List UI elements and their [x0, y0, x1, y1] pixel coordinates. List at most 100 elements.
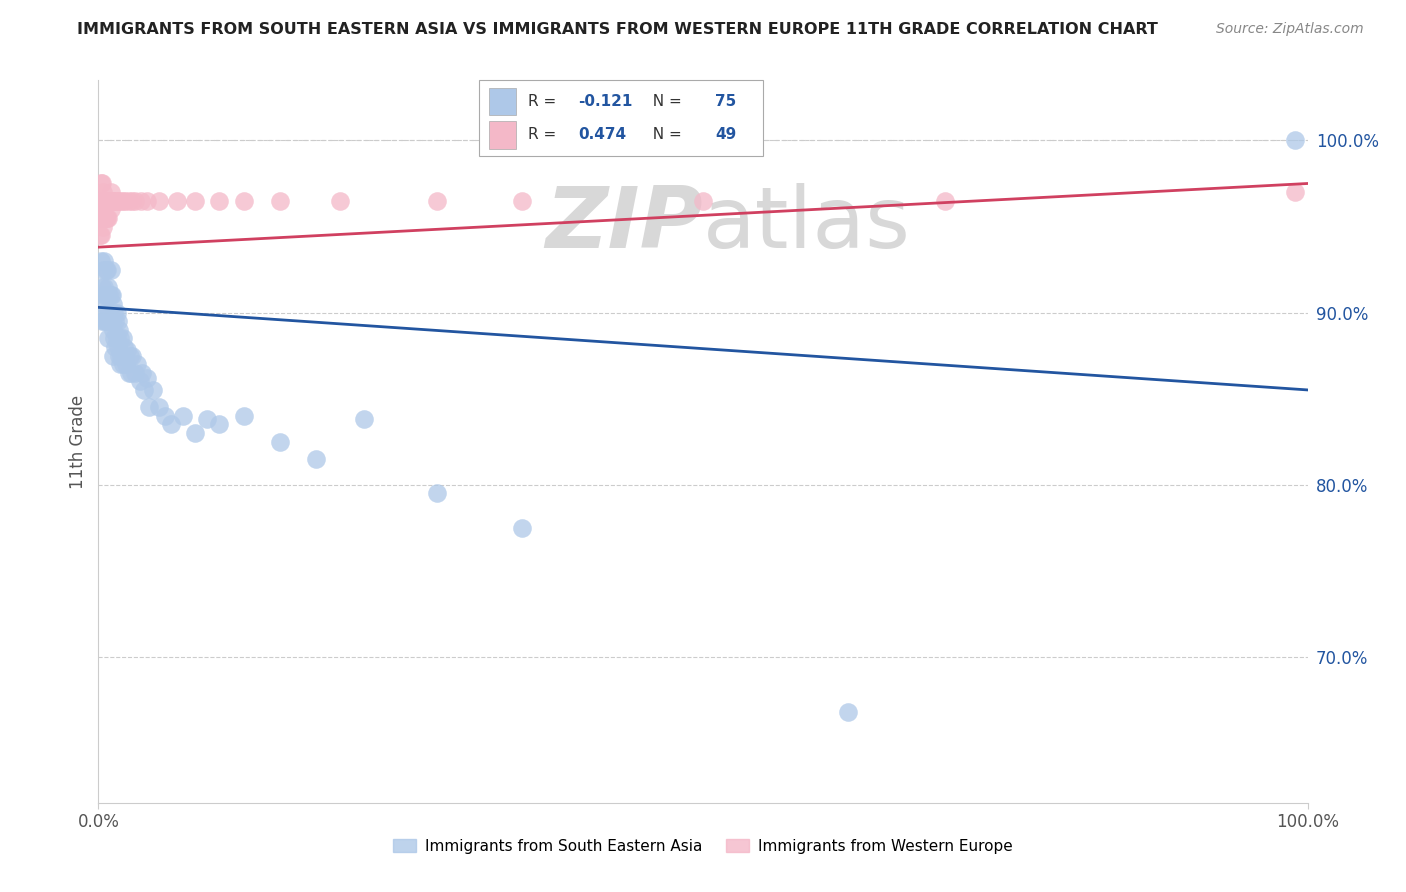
Point: [118, 349, 141, 363]
Point: [135, 194, 157, 208]
Point: [91, 177, 114, 191]
Point: [91, 202, 114, 217]
Point: [93, 279, 115, 293]
Text: -0.121: -0.121: [578, 94, 633, 109]
Point: [105, 305, 128, 319]
Point: [426, 194, 449, 208]
Point: [105, 194, 128, 208]
Point: [100, 314, 122, 328]
Point: [94, 262, 117, 277]
Point: [103, 331, 125, 345]
Point: [93, 211, 115, 225]
Point: [105, 331, 128, 345]
Point: [837, 705, 859, 719]
Point: [118, 194, 141, 208]
Point: [108, 194, 131, 208]
Point: [97, 305, 120, 319]
Point: [118, 366, 141, 380]
Point: [96, 288, 118, 302]
Point: [93, 297, 115, 311]
Point: [117, 343, 139, 358]
Point: [98, 194, 121, 208]
Point: [127, 357, 149, 371]
Point: [101, 323, 124, 337]
Point: [96, 211, 118, 225]
Point: [142, 383, 165, 397]
Point: [91, 219, 114, 234]
Point: [90, 228, 112, 243]
Point: [89, 211, 111, 225]
Text: N =: N =: [643, 128, 686, 143]
Point: [91, 211, 114, 225]
Point: [90, 253, 112, 268]
Point: [103, 194, 125, 208]
Point: [97, 279, 120, 293]
Text: 49: 49: [716, 128, 737, 143]
Point: [124, 194, 146, 208]
Point: [97, 331, 120, 345]
Point: [120, 366, 142, 380]
Point: [94, 314, 117, 328]
Point: [100, 314, 122, 328]
Point: [153, 409, 176, 423]
Point: [108, 323, 131, 337]
Point: [269, 434, 291, 449]
Point: [100, 288, 122, 302]
Point: [510, 194, 533, 208]
Point: [100, 185, 122, 199]
Point: [208, 194, 231, 208]
Point: [90, 211, 112, 225]
Point: [94, 211, 117, 225]
Point: [103, 305, 125, 319]
Point: [89, 194, 111, 208]
Point: [172, 409, 194, 423]
Text: atlas: atlas: [703, 183, 911, 267]
Point: [160, 417, 183, 432]
Point: [101, 349, 124, 363]
Point: [134, 383, 156, 397]
Point: [184, 194, 207, 208]
Point: [108, 357, 131, 371]
Point: [128, 375, 150, 389]
Point: [93, 194, 115, 208]
Point: [148, 194, 170, 208]
Point: [114, 194, 136, 208]
Point: [110, 349, 132, 363]
Point: [426, 486, 449, 500]
Point: [90, 194, 112, 208]
Text: IMMIGRANTS FROM SOUTH EASTERN ASIA VS IMMIGRANTS FROM WESTERN EUROPE 11TH GRADE : IMMIGRANTS FROM SOUTH EASTERN ASIA VS IM…: [77, 22, 1159, 37]
Y-axis label: 11th Grade: 11th Grade: [69, 394, 87, 489]
Point: [101, 297, 124, 311]
Text: N =: N =: [643, 94, 686, 109]
Text: R =: R =: [527, 94, 561, 109]
Point: [111, 194, 134, 208]
Point: [107, 194, 129, 208]
Point: [121, 349, 143, 363]
Point: [91, 279, 114, 293]
Point: [692, 194, 714, 208]
Point: [111, 357, 134, 371]
Point: [184, 425, 207, 440]
Bar: [489, 87, 516, 115]
Point: [104, 340, 127, 354]
Point: [90, 177, 112, 191]
Point: [104, 314, 127, 328]
Point: [97, 211, 120, 225]
Point: [91, 194, 114, 208]
Point: [100, 288, 122, 302]
Point: [107, 314, 129, 328]
Point: [510, 520, 533, 534]
Point: [305, 451, 328, 466]
Point: [129, 194, 152, 208]
Text: R =: R =: [527, 128, 561, 143]
Point: [148, 400, 170, 414]
Point: [101, 194, 124, 208]
Point: [91, 314, 114, 328]
Text: 75: 75: [716, 94, 737, 109]
Point: [91, 305, 114, 319]
Point: [96, 194, 118, 208]
Bar: [489, 121, 516, 149]
Point: [89, 228, 111, 243]
Point: [934, 194, 956, 208]
Point: [329, 194, 352, 208]
